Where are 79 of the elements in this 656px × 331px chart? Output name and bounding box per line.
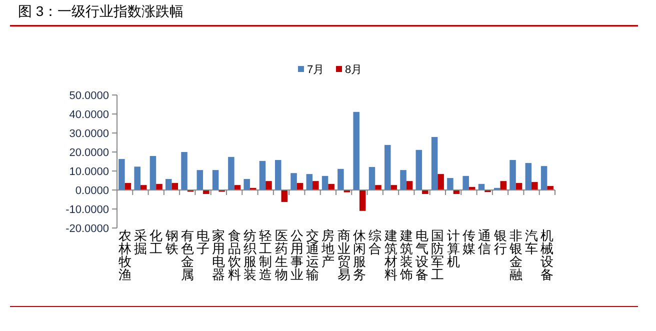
legend-label: 7月 [307,64,324,76]
x-tick-label: 非银金融 [508,228,522,282]
bar [500,181,507,190]
x-tick-label: 化工 [150,228,163,256]
x-tick-label: 公用事业 [290,228,304,282]
bar [306,174,313,190]
bar [525,163,532,190]
y-tick-label: -20.0000 [66,222,109,235]
bar [375,185,382,190]
bar [416,150,422,190]
x-tick-label: 国防军工 [431,228,444,282]
bar [422,190,428,194]
chart-title: 图 3：一级行业指数涨跌幅 [18,3,184,19]
y-tick-label: 20.0000 [69,146,109,159]
bar [290,173,297,190]
x-tick-label: 电子 [196,228,210,256]
bar [118,159,125,190]
x-tick-label: 食品饮料 [226,228,241,282]
bar [281,190,288,202]
bar [150,156,156,190]
x-tick-label: 农林牧渔 [117,228,132,282]
bar [353,112,360,190]
x-tick-label: 轻工制造 [259,228,272,282]
bar [431,136,438,190]
x-tick-label: 传媒 [462,228,476,256]
bar [368,167,376,190]
x-tick-label: 有色金属 [180,228,194,282]
bar [406,181,413,190]
y-tick-label: 30.0000 [69,128,109,140]
bar [338,168,344,190]
x-tick-label: 采掘 [134,228,147,256]
y-tick-label: 40.0000 [69,108,109,121]
x-tick-label: 汽车 [525,228,538,256]
bar [244,178,250,190]
bar [259,160,266,190]
bar [540,166,548,190]
x-tick-label: 银行 [492,228,507,256]
x-tick-label: 机械设备 [540,228,554,282]
bar [312,181,319,190]
bar [462,176,469,190]
x-tick-label: 交通运输 [306,228,320,282]
x-tick-label: 医药生物 [274,228,288,282]
x-tick-label: 家用电器 [212,228,226,282]
x-tick-label: 建筑材料 [383,228,398,282]
bar [400,170,406,190]
bar [547,186,554,190]
x-tick-label: 休闲服务 [352,228,366,282]
y-tick-label: 10.0000 [69,166,109,178]
x-tick-label: 房地产 [320,228,335,269]
bar [165,178,172,190]
bar [266,181,272,190]
bar [181,152,188,190]
x-tick-label: 综合 [368,228,382,256]
bar [510,160,516,190]
y-tick-label: 0.0000 [75,184,109,197]
y-tick-label: -10.0000 [66,204,109,216]
bar [447,178,454,190]
bar [438,174,444,190]
legend-label: 8月 [345,64,362,76]
x-tick-label: 商业贸易 [337,228,350,282]
x-tick-label: 计算机 [446,228,460,269]
x-tick-label: 建筑装饰 [398,228,413,282]
bar [196,170,204,190]
bar [384,144,391,190]
bar [274,160,282,190]
bar [328,184,334,190]
y-tick-label: 50.0000 [69,90,109,102]
bar [228,156,234,190]
x-tick-label: 电气设备 [416,228,429,282]
x-tick-label: 通信 [478,228,492,256]
bar [322,176,328,190]
bar [134,166,140,190]
x-tick-label: 纺织服装 [243,228,256,282]
bar [156,184,162,190]
bar [359,190,366,211]
bar [203,190,210,194]
x-tick-label: 钢铁 [164,228,178,256]
bar [532,182,538,190]
bar [212,170,219,190]
